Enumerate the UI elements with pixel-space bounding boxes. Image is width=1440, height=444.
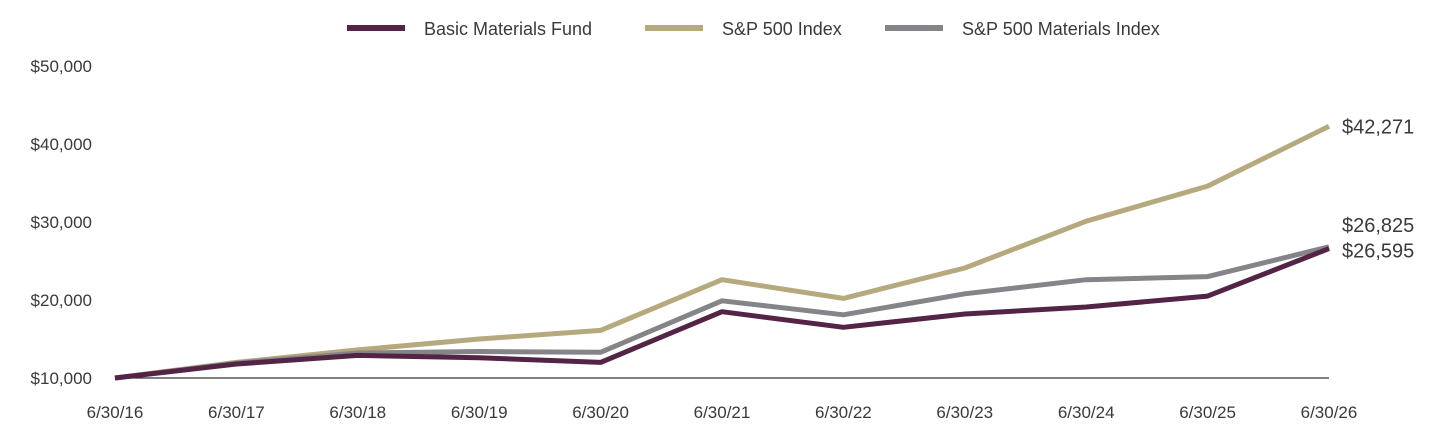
y-axis: $10,000 $20,000 $30,000 $40,000 $50,000 xyxy=(31,57,92,388)
x-tick-label: 6/30/23 xyxy=(936,403,993,422)
x-tick-label: 6/30/20 xyxy=(572,403,629,422)
y-tick-label: $50,000 xyxy=(31,57,92,76)
series-line xyxy=(114,246,1330,381)
y-tick-label: $30,000 xyxy=(31,213,92,232)
x-tick-label: 6/30/18 xyxy=(329,403,386,422)
x-tick-label: 6/30/24 xyxy=(1058,403,1115,422)
end-value-label: $42,271 xyxy=(1342,116,1414,138)
y-tick-label: $20,000 xyxy=(31,291,92,310)
x-tick-label: 6/30/21 xyxy=(694,403,751,422)
legend-label: S&P 500 Index xyxy=(722,19,842,39)
x-tick-label: 6/30/17 xyxy=(208,403,265,422)
x-tick-label: 6/30/26 xyxy=(1301,403,1358,422)
legend-item: S&P 500 Index xyxy=(645,19,842,39)
legend-item: S&P 500 Materials Index xyxy=(885,19,1160,39)
y-tick-label: $10,000 xyxy=(31,369,92,388)
x-tick-label: 6/30/22 xyxy=(815,403,872,422)
x-axis: 6/30/16 6/30/17 6/30/18 6/30/19 6/30/20 6/30/… xyxy=(87,377,1358,422)
x-tick-label: 6/30/19 xyxy=(451,403,508,422)
end-value-label: $26,595 xyxy=(1342,241,1414,263)
legend-item: Basic Materials Fund xyxy=(347,19,592,39)
y-tick-label: $40,000 xyxy=(31,135,92,154)
series-line xyxy=(114,124,1331,381)
end-labels: $26,595 $42,271 $26,825 xyxy=(1342,116,1414,262)
x-tick-label: 6/30/25 xyxy=(1179,403,1236,422)
legend-label: S&P 500 Materials Index xyxy=(962,19,1160,39)
end-value-label: $26,825 xyxy=(1342,215,1414,237)
series-lines xyxy=(114,124,1331,381)
x-tick-label: 6/30/16 xyxy=(87,403,144,422)
legend: Basic Materials Fund S&P 500 Index S&P 500… xyxy=(347,19,1160,39)
legend-label: Basic Materials Fund xyxy=(424,19,592,39)
